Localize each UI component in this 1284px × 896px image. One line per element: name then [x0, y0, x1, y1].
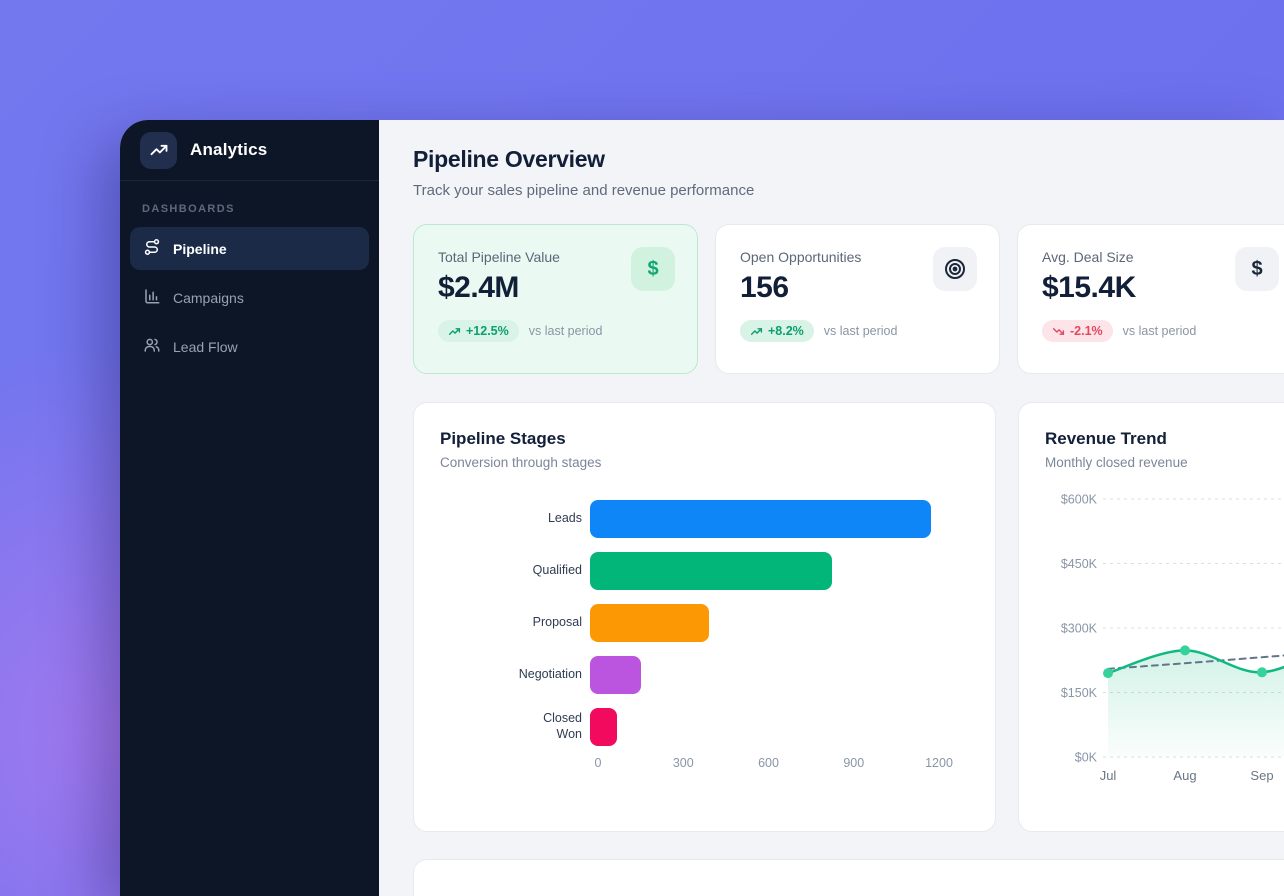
kpi-note: vs last period [1122, 324, 1197, 338]
y-axis-tick: $300K [1061, 622, 1098, 636]
page-title: Pipeline Overview [413, 146, 605, 172]
page-subtitle: Track your sales pipeline and revenue pe… [413, 182, 755, 199]
sidebar-item-label: Pipeline [173, 240, 227, 257]
kpi-note: vs last period [823, 324, 898, 338]
chart-title: Pipeline Stages [440, 429, 566, 448]
chart-subtitle: Monthly closed revenue [1045, 455, 1188, 470]
bar-track [590, 552, 931, 590]
bar-category-label: Negotiation [518, 667, 582, 682]
x-axis-tick: 600 [758, 756, 779, 770]
chart-subtitle: Conversion through stages [440, 455, 602, 470]
x-axis-tick: Jul [1100, 768, 1117, 783]
bar-chart-icon [143, 287, 161, 308]
bar [590, 656, 642, 694]
bar-track [590, 500, 931, 538]
bar-chart-x-axis: 0 300 600 900 1200 [594, 756, 953, 774]
x-axis-tick: 1200 [925, 756, 953, 770]
route-icon [143, 238, 161, 259]
trending-up-icon [140, 131, 177, 169]
x-axis-tick: 900 [843, 756, 865, 770]
bar-row: Leads [440, 500, 969, 538]
revenue-area [1108, 650, 1284, 757]
delta-badge: +12.5% [438, 320, 519, 342]
bar-category-label: Closed Won [543, 711, 582, 741]
sidebar-item-pipeline[interactable]: Pipeline [130, 227, 369, 270]
bar-row: Qualified [440, 552, 969, 590]
delta-badge: +8.2% [740, 320, 814, 342]
x-axis-tick: 0 [594, 756, 602, 770]
delta-badge: -2.1% [1042, 320, 1113, 342]
x-axis-tick: Sep [1250, 768, 1273, 783]
x-axis-tick: Aug [1173, 768, 1196, 783]
kpi-label: Open Opportunities [740, 249, 862, 265]
sidebar-item-label: Lead Flow [173, 338, 238, 355]
data-point [1180, 645, 1190, 656]
bar-track [590, 604, 931, 642]
trend-dashed-line [1107, 654, 1284, 670]
chart-title: Revenue Trend [1045, 429, 1167, 448]
bar-track [590, 656, 931, 694]
users-icon [143, 336, 161, 357]
trending-up-icon [448, 327, 461, 335]
bar-row: Negotiation [440, 656, 969, 694]
y-axis-tick: $450K [1061, 557, 1098, 571]
target-icon [933, 247, 977, 291]
app-window: Analytics DASHBOARDS Pipeline [120, 120, 1284, 896]
sidebar-item-lead-flow[interactable]: Lead Flow [130, 325, 369, 368]
kpi-label: Total Pipeline Value [438, 249, 560, 265]
main-content: Pipeline Overview Track your sales pipel… [379, 120, 1284, 896]
dollar-icon: $ [631, 247, 675, 291]
kpi-label: Avg. Deal Size [1042, 249, 1134, 265]
x-axis-tick: 300 [672, 756, 694, 770]
bar [590, 604, 710, 642]
dollar-icon: $ [1235, 247, 1279, 291]
revenue-trend-card: Revenue Trend Monthly closed revenue $60… [1018, 402, 1284, 832]
data-point [1103, 668, 1113, 679]
pipeline-stages-card: Pipeline Stages Conversion through stage… [413, 402, 996, 832]
trending-up-icon [750, 327, 763, 335]
bar-track [590, 708, 931, 746]
trending-down-icon [1052, 327, 1065, 335]
sidebar: Analytics DASHBOARDS Pipeline [120, 120, 379, 896]
bar-category-label: Proposal [532, 615, 582, 630]
kpi-card-avg-deal-size: Avg. Deal Size $15.4K -2.1% vs last peri… [1017, 224, 1284, 374]
charts-row: Pipeline Stages Conversion through stage… [413, 402, 1284, 832]
sidebar-item-label: Campaigns [173, 289, 244, 306]
data-point [1257, 667, 1267, 678]
bar [590, 500, 931, 538]
sidebar-item-campaigns[interactable]: Campaigns [130, 276, 369, 319]
bar-chart: Leads Qualified Proposal Negotiation Closed … [440, 500, 969, 746]
brand-name: Analytics [190, 140, 268, 159]
kpi-value: 156 [740, 271, 789, 304]
bar-row: Closed Won [440, 708, 969, 746]
kpi-row: Total Pipeline Value $2.4M +12.5% vs las… [413, 224, 1284, 374]
y-axis-tick: $0K [1075, 751, 1098, 765]
bottom-card-partial [413, 859, 1284, 896]
y-axis-tick: $600K [1061, 493, 1098, 507]
kpi-note: vs last period [528, 324, 603, 338]
y-axis-tick: $150K [1061, 686, 1098, 700]
bar-row: Proposal [440, 604, 969, 642]
bar-category-label: Qualified [532, 563, 582, 578]
bar-category-label: Leads [547, 511, 582, 526]
sidebar-section-label: DASHBOARDS [142, 203, 235, 215]
bar [590, 708, 617, 746]
bar [590, 552, 832, 590]
kpi-value: $2.4M [438, 271, 519, 304]
sidebar-nav: Pipeline Campaigns [120, 227, 379, 368]
kpi-card-open-opportunities: Open Opportunities 156 +8.2% vs last per… [715, 224, 1000, 374]
kpi-value: $15.4K [1042, 271, 1136, 304]
revenue-line [1106, 649, 1284, 675]
brand-header: Analytics [120, 120, 379, 181]
kpi-card-total-pipeline-value: Total Pipeline Value $2.4M +12.5% vs las… [413, 224, 698, 374]
